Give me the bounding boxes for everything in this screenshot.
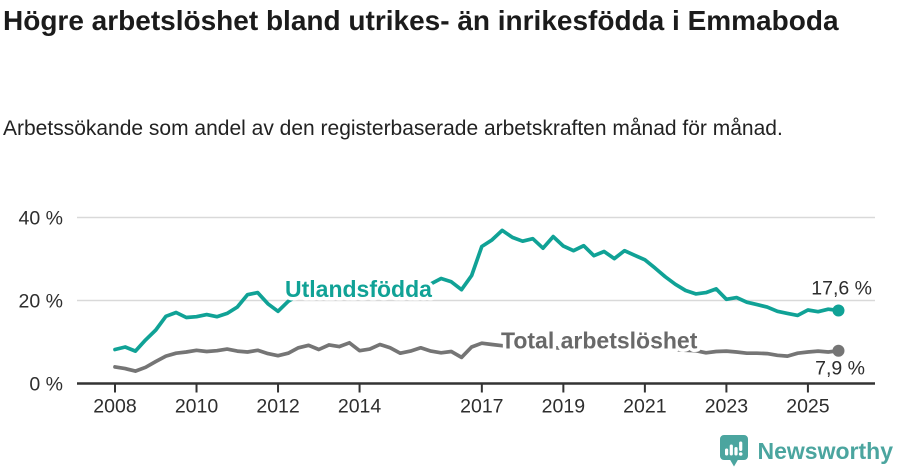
series-end-dot-total xyxy=(832,344,845,357)
x-tick-label: 2019 xyxy=(542,396,585,418)
logo-bar-1 xyxy=(724,448,728,456)
x-tick-label: 2021 xyxy=(623,396,666,418)
newsworthy-brand-text: Newsworthy xyxy=(757,437,893,464)
end-value-label-utlandsfodda: 17,6 % xyxy=(811,277,872,299)
y-tick-label: 20 % xyxy=(19,291,63,313)
series-end-dot-utlandsfodda xyxy=(832,304,845,317)
series-label-utlandsfodda: Utlandsfödda xyxy=(285,276,432,302)
logo-bar-2 xyxy=(729,444,733,456)
y-tick-label: 0 % xyxy=(29,374,63,396)
x-tick-label: 2008 xyxy=(93,396,136,418)
x-tick-label: 2023 xyxy=(705,396,748,418)
end-value-label-total: 7,9 % xyxy=(815,358,865,380)
page-title: Högre arbetslöshet bland utrikes- än inr… xyxy=(3,5,839,36)
logo-bubble-shape xyxy=(719,435,748,467)
newsworthy-attribution[interactable]: Newsworthy xyxy=(719,434,893,468)
x-tick-label: 2012 xyxy=(256,396,299,418)
series-line-utlandsfodda xyxy=(113,228,841,353)
logo-exclamation-bar xyxy=(738,441,742,451)
series-line-total xyxy=(113,340,841,373)
x-tick-label: 2010 xyxy=(175,396,219,418)
x-tick-label: 2025 xyxy=(786,396,830,418)
newsworthy-logo-icon xyxy=(719,435,748,467)
x-tick-label: 2014 xyxy=(338,396,382,418)
y-tick-label: 40 % xyxy=(19,208,63,230)
series-label-total: Total arbetslöshet xyxy=(501,328,698,354)
x-tick-label: 2017 xyxy=(460,396,503,418)
logo-exclamation-dot xyxy=(738,452,743,456)
chart-subtitle: Arbetssökande som andel av den registerb… xyxy=(3,117,783,140)
logo-bar-3 xyxy=(733,447,738,456)
